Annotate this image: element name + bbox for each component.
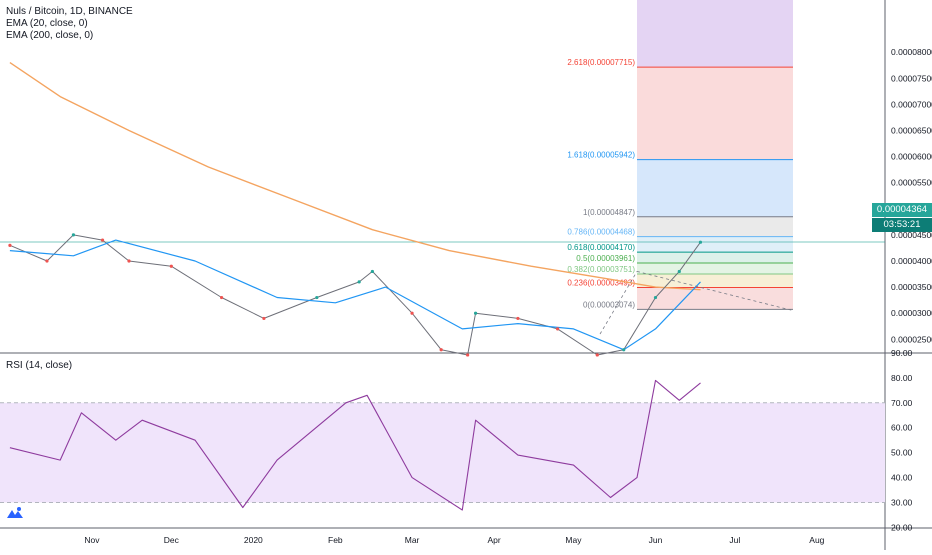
price-point (466, 353, 470, 357)
fib-zone (637, 252, 793, 264)
fib-level-label: 0.382(0.00003751) (567, 265, 635, 274)
rsi-tick-label: 90.00 (891, 348, 913, 358)
price-tick-label: 0.00003000 (891, 308, 932, 318)
fib-zone (637, 273, 793, 288)
fib-zone (637, 67, 793, 160)
price-point (169, 264, 173, 268)
price-line (9, 234, 701, 356)
price-point (473, 311, 478, 315)
fib-zone (637, 159, 793, 217)
fib-level-label: 0.236(0.00003493) (567, 278, 635, 287)
ema200-legend[interactable]: EMA (200, close, 0) (6, 30, 94, 41)
fib-zone (637, 287, 793, 310)
price-point (677, 269, 681, 274)
last-price-tag: 0.00004364 (872, 203, 932, 217)
price-tick-label: 0.00002500 (891, 334, 932, 344)
rsi-tick-label: 70.00 (891, 398, 913, 408)
symbol-title[interactable]: Nuls / Bitcoin, 1D, BINANCE (6, 6, 133, 17)
price-tick-label: 0.00007500 (891, 73, 932, 83)
chart-legend: Nuls / Bitcoin, 1D, BINANCE EMA (20, clo… (6, 6, 133, 42)
projection-line (599, 271, 638, 335)
fib-level-label: 1.618(0.00005942) (567, 151, 635, 160)
price-point (45, 259, 49, 263)
fib-zone (637, 263, 793, 274)
price-point (439, 348, 443, 352)
price-point (555, 327, 560, 331)
price-point (100, 238, 105, 242)
fib-zone (637, 216, 793, 237)
rsi-tick-label: 30.00 (891, 497, 913, 507)
price-point (8, 243, 12, 247)
fib-level-label: 2.618(0.00007715) (567, 58, 635, 67)
time-tick-label: Feb (328, 535, 343, 545)
price-point (653, 295, 658, 300)
rsi-line (9, 379, 701, 511)
rsi-band (0, 402, 885, 503)
rsi-tick-label: 80.00 (891, 373, 913, 383)
fib-level-label: 1(0.00004847) (583, 208, 635, 217)
price-point (370, 269, 374, 274)
price-point (357, 280, 361, 284)
time-tick-label: 2020 (244, 535, 263, 545)
time-tick-label: Aug (809, 535, 824, 545)
ema20-legend[interactable]: EMA (20, close, 0) (6, 18, 88, 29)
price-tick-label: 0.00007000 (891, 99, 932, 109)
tradingview-logo-icon[interactable] (6, 506, 24, 520)
price-point (71, 233, 76, 237)
price-point (219, 295, 224, 300)
fib-zone (637, 236, 793, 253)
price-tick-label: 0.00006000 (891, 152, 932, 162)
price-point (516, 316, 520, 321)
fib-zone-top (637, 0, 793, 68)
fib-level-label: 0.5(0.00003961) (576, 254, 635, 263)
price-point (622, 348, 626, 352)
projection-line (636, 271, 794, 311)
rsi-tick-label: 40.00 (891, 473, 913, 483)
price-tick-label: 0.00006500 (891, 126, 932, 136)
price-tick-label: 0.00008000 (891, 47, 932, 57)
rsi-tick-label: 50.00 (891, 448, 913, 458)
time-tick-label: Jul (729, 535, 740, 545)
fib-level-label: 0.786(0.00004468) (567, 228, 635, 237)
price-point (262, 316, 266, 321)
countdown-tag: 03:53:21 (872, 218, 932, 232)
price-tick-label: 0.00004500 (891, 230, 932, 240)
price-point (315, 295, 319, 300)
time-tick-label: Mar (405, 535, 420, 545)
time-tick-label: May (565, 535, 582, 545)
ema200-line (9, 62, 701, 291)
rsi-tick-label: 20.00 (891, 522, 913, 532)
time-tick-label: Jun (649, 535, 663, 545)
fib-level-label: 0.618(0.00004170) (567, 243, 635, 252)
price-tick-label: 0.00004000 (891, 256, 932, 266)
price-point (595, 353, 599, 357)
price-tick-label: 0.00005500 (891, 178, 932, 188)
time-tick-label: Apr (487, 535, 500, 545)
price-tick-label: 0.00003500 (891, 282, 932, 292)
time-tick-label: Nov (84, 535, 100, 545)
price-point (410, 311, 414, 315)
price-point (127, 259, 131, 263)
price-point (698, 240, 703, 244)
rsi-legend[interactable]: RSI (14, close) (6, 360, 73, 371)
rsi-tick-label: 60.00 (891, 423, 913, 433)
time-tick-label: Dec (164, 535, 180, 545)
fib-level-label: 0(0.00003074) (583, 300, 635, 309)
